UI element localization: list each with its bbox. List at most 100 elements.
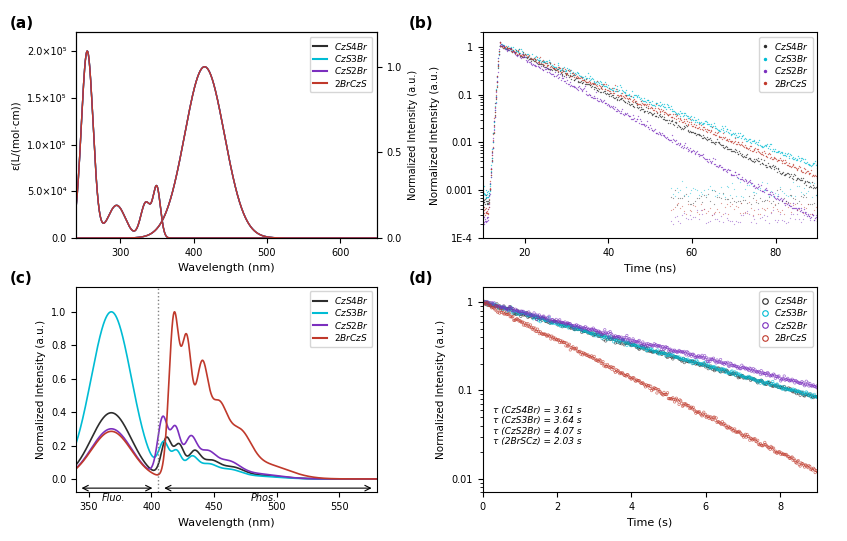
Point bbox=[575, 76, 589, 84]
Point bbox=[626, 102, 639, 110]
Point bbox=[757, 141, 771, 150]
Point bbox=[645, 346, 659, 354]
Point bbox=[733, 170, 746, 179]
Point bbox=[576, 73, 590, 82]
Point bbox=[567, 82, 580, 91]
Point bbox=[794, 166, 808, 175]
Point bbox=[539, 317, 552, 326]
Point bbox=[736, 175, 750, 183]
Point bbox=[623, 95, 637, 103]
Point bbox=[589, 94, 602, 102]
Point bbox=[793, 157, 806, 166]
Point bbox=[763, 381, 777, 390]
Point bbox=[612, 332, 626, 341]
Point bbox=[599, 85, 612, 94]
Point bbox=[737, 374, 750, 382]
Point bbox=[521, 54, 534, 62]
Point bbox=[809, 383, 822, 392]
Point bbox=[496, 41, 510, 50]
Point bbox=[485, 301, 499, 310]
Point bbox=[790, 156, 804, 164]
Point bbox=[706, 138, 720, 147]
Point bbox=[712, 133, 726, 142]
Point bbox=[526, 313, 540, 322]
Point bbox=[817, 395, 830, 404]
Point bbox=[761, 159, 775, 167]
Point bbox=[697, 408, 711, 417]
Point bbox=[617, 333, 631, 342]
Point bbox=[714, 141, 728, 149]
Point bbox=[505, 44, 518, 52]
Point bbox=[788, 388, 801, 397]
Point bbox=[776, 197, 789, 206]
Point bbox=[517, 50, 530, 58]
Point bbox=[597, 81, 611, 90]
Point bbox=[709, 192, 722, 201]
Point bbox=[564, 74, 578, 83]
Point bbox=[728, 185, 741, 194]
Point bbox=[601, 82, 614, 91]
Point bbox=[565, 71, 579, 80]
Point bbox=[492, 48, 506, 56]
Point bbox=[790, 459, 804, 467]
Point bbox=[644, 124, 657, 133]
Point bbox=[531, 57, 545, 66]
Point bbox=[718, 142, 732, 151]
Point bbox=[781, 385, 794, 393]
Point bbox=[649, 384, 662, 393]
Point bbox=[786, 377, 800, 385]
Point bbox=[491, 308, 505, 316]
Point bbox=[557, 321, 571, 330]
Point bbox=[577, 85, 590, 94]
Point bbox=[677, 109, 690, 117]
Point bbox=[556, 338, 570, 347]
Point bbox=[497, 42, 511, 51]
Point bbox=[592, 357, 606, 366]
Point bbox=[545, 318, 559, 327]
Point bbox=[484, 164, 498, 173]
Point bbox=[590, 330, 603, 339]
Point bbox=[617, 111, 630, 120]
Point bbox=[655, 348, 668, 357]
Point bbox=[588, 78, 601, 87]
Point bbox=[806, 211, 820, 220]
Point bbox=[809, 161, 822, 169]
Point bbox=[603, 87, 617, 96]
Point bbox=[609, 335, 623, 344]
Point bbox=[819, 386, 833, 394]
Point bbox=[804, 465, 817, 474]
Point bbox=[584, 329, 597, 338]
Point bbox=[581, 90, 595, 99]
Point bbox=[529, 313, 542, 321]
Point bbox=[578, 349, 591, 358]
Point bbox=[744, 178, 757, 187]
Point bbox=[783, 202, 797, 211]
Point bbox=[805, 159, 819, 167]
Point bbox=[764, 191, 778, 200]
Point bbox=[811, 381, 824, 390]
Point bbox=[600, 362, 613, 371]
Point bbox=[807, 199, 821, 207]
Point bbox=[728, 145, 742, 154]
Point bbox=[568, 83, 582, 92]
Point bbox=[486, 137, 500, 146]
Point bbox=[523, 310, 537, 319]
Point bbox=[734, 149, 747, 157]
Point bbox=[799, 169, 812, 177]
Point bbox=[541, 61, 555, 69]
Point bbox=[524, 54, 538, 63]
Point bbox=[809, 392, 822, 401]
Point bbox=[762, 193, 776, 202]
Point bbox=[818, 471, 832, 479]
Point bbox=[678, 191, 691, 200]
Point bbox=[676, 143, 689, 152]
Point bbox=[697, 154, 711, 162]
Point bbox=[666, 393, 679, 402]
Point bbox=[787, 386, 800, 395]
Point bbox=[614, 336, 628, 345]
Point bbox=[542, 58, 556, 67]
Point bbox=[687, 147, 700, 155]
Point bbox=[606, 89, 620, 97]
Point bbox=[785, 203, 799, 212]
Point bbox=[737, 209, 750, 217]
